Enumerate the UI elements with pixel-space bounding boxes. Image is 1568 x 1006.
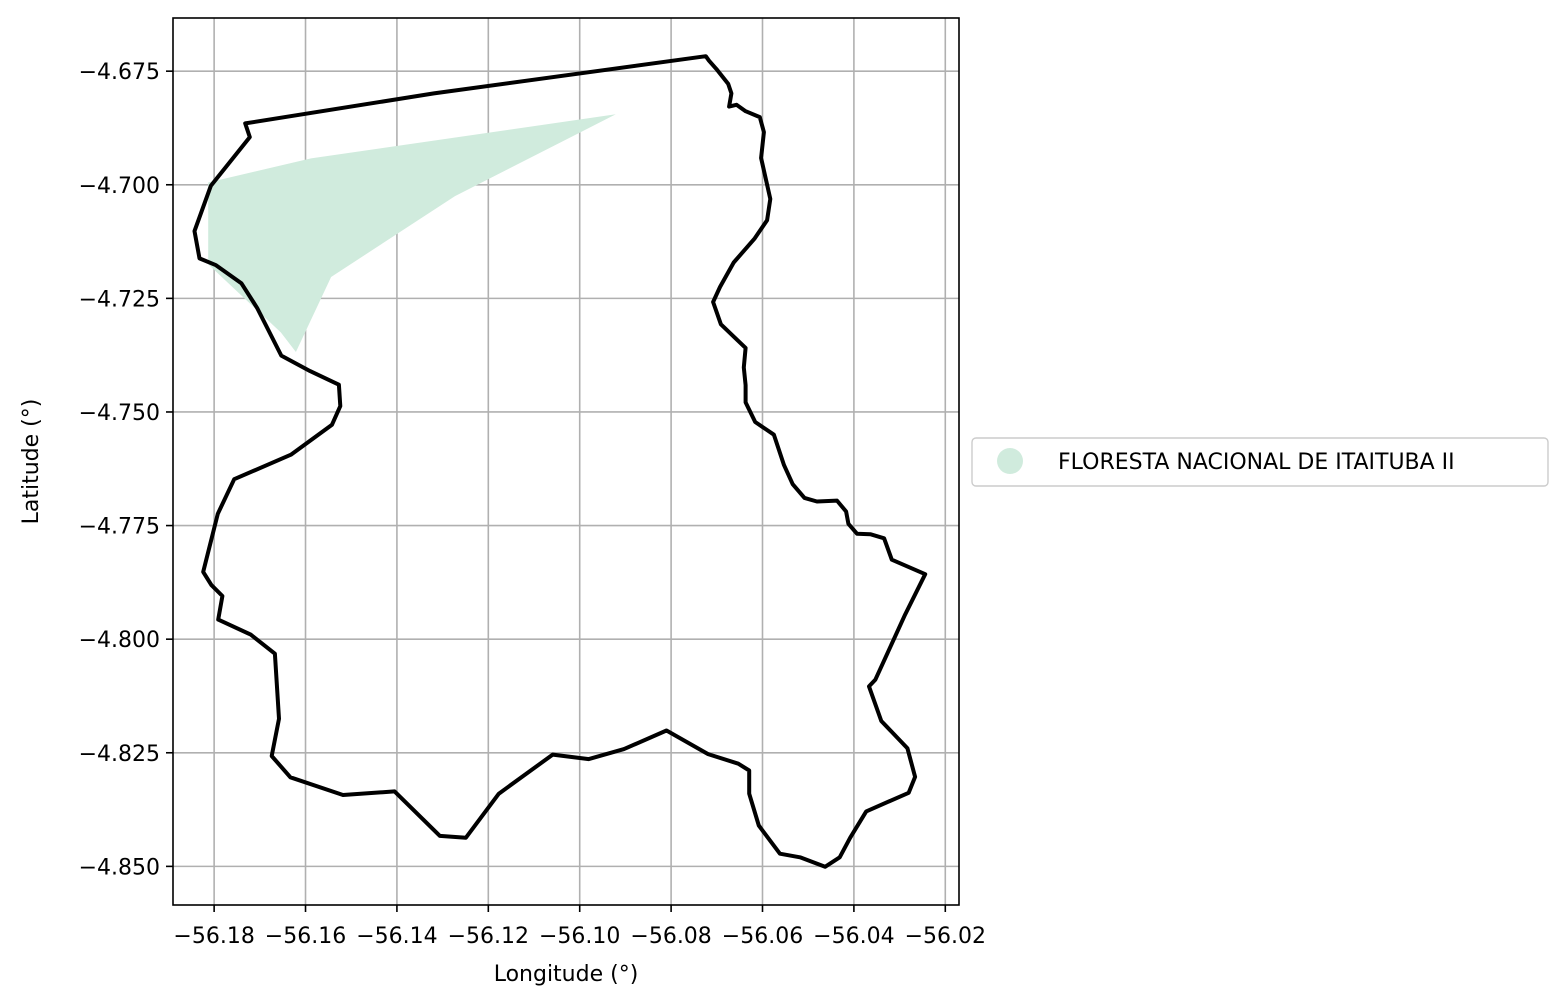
y-tick-label: −4.725 xyxy=(79,287,160,312)
y-axis-ticks: −4.675 −4.700 −4.725 −4.750 −4.775 −4.800 −4.8… xyxy=(79,60,173,880)
axes-background xyxy=(173,18,959,905)
map-layers xyxy=(192,54,928,869)
y-tick-label: −4.825 xyxy=(79,742,160,767)
legend-box xyxy=(971,437,1549,487)
axes-frame xyxy=(172,17,960,906)
y-tick-label: −4.775 xyxy=(79,515,160,540)
x-axis-ticks: −56.18 −56.16 −56.14 −56.12 −56.10 −56.08 −56.… xyxy=(173,905,986,949)
x-axis-label: Longitude (°) xyxy=(494,962,639,987)
y-tick-label: −4.850 xyxy=(79,855,160,880)
y-tick-label: −4.700 xyxy=(79,174,160,199)
x-tick-label: −56.08 xyxy=(630,924,711,949)
y-tick-label: −4.675 xyxy=(79,60,160,85)
y-tick-label: −4.800 xyxy=(79,628,160,653)
x-tick-label: −56.14 xyxy=(356,924,437,949)
x-tick-label: −56.02 xyxy=(905,924,986,949)
x-tick-label: −56.10 xyxy=(539,924,620,949)
forest-area-polygon xyxy=(208,114,616,352)
x-tick-label: −56.18 xyxy=(173,924,254,949)
x-tick-label: −56.12 xyxy=(448,924,529,949)
boundary-outline xyxy=(192,54,928,869)
x-tick-label: −56.06 xyxy=(722,924,803,949)
y-tick-label: −4.750 xyxy=(79,401,160,426)
legend-entry-label: FLORESTA NACIONAL DE ITAITUBA II xyxy=(1058,450,1455,475)
legend-marker xyxy=(997,448,1023,474)
plot-area: −56.18 −56.16 −56.14 −56.12 −56.10 −56.08 −56.… xyxy=(79,17,986,949)
y-axis-label: Latitude (°) xyxy=(19,399,44,525)
x-tick-label: −56.16 xyxy=(265,924,346,949)
x-tick-label: −56.04 xyxy=(813,924,894,949)
legend: FLORESTA NACIONAL DE ITAITUBA II xyxy=(971,437,1549,487)
